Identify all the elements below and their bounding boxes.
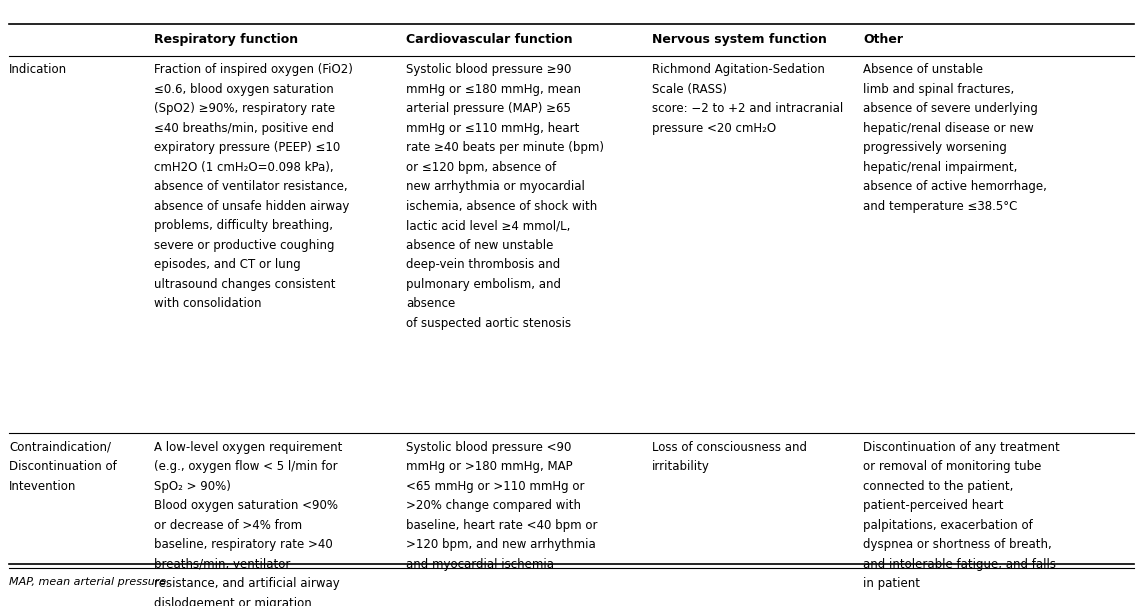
Text: Richmond Agitation-Sedation
Scale (RASS)
score: −2 to +2 and intracranial
pressu: Richmond Agitation-Sedation Scale (RASS)… (652, 63, 842, 135)
Text: Fraction of inspired oxygen (FiO2)
≤0.6, blood oxygen saturation
(SpO2) ≥90%, re: Fraction of inspired oxygen (FiO2) ≤0.6,… (154, 63, 353, 310)
Text: Discontinuation of any treatment
or removal of monitoring tube
connected to the : Discontinuation of any treatment or remo… (863, 441, 1060, 590)
Text: A low-level oxygen requirement
(e.g., oxygen flow < 5 l/min for
SpO₂ > 90%)
Bloo: A low-level oxygen requirement (e.g., ox… (154, 441, 343, 606)
Text: Contraindication/
Discontinuation of
Intevention: Contraindication/ Discontinuation of Int… (9, 441, 117, 493)
Text: Indication: Indication (9, 63, 67, 76)
Text: Systolic blood pressure ≥90
mmHg or ≤180 mmHg, mean
arterial pressure (MAP) ≥65
: Systolic blood pressure ≥90 mmHg or ≤180… (406, 63, 604, 330)
Text: Nervous system function: Nervous system function (652, 33, 826, 47)
Text: Respiratory function: Respiratory function (154, 33, 298, 47)
Text: Other: Other (863, 33, 903, 47)
Text: Loss of consciousness and
irritability: Loss of consciousness and irritability (652, 441, 807, 473)
Text: Cardiovascular function: Cardiovascular function (406, 33, 573, 47)
Text: MAP, mean arterial pressure.: MAP, mean arterial pressure. (9, 577, 170, 587)
Text: Absence of unstable
limb and spinal fractures,
absence of severe underlying
hepa: Absence of unstable limb and spinal frac… (863, 63, 1047, 213)
Text: Systolic blood pressure <90
mmHg or >180 mmHg, MAP
<65 mmHg or >110 mmHg or
>20%: Systolic blood pressure <90 mmHg or >180… (406, 441, 598, 571)
